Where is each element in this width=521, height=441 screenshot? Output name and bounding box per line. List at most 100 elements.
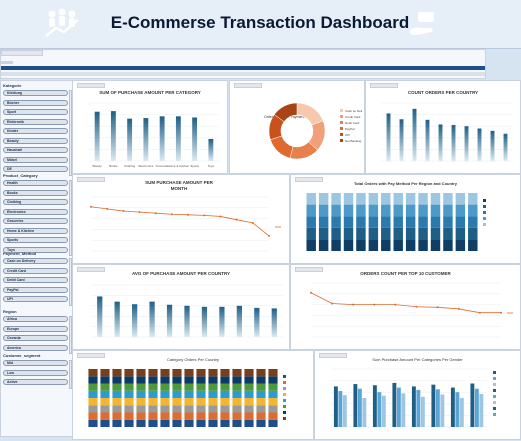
- bar: [412, 108, 417, 161]
- stack-segment: [331, 239, 341, 251]
- data-point: [154, 212, 157, 215]
- stack-segment: [148, 376, 158, 384]
- stack-segment: [124, 376, 134, 384]
- slicer-item-region[interactable]: Africa: [3, 316, 68, 322]
- slicer-item-segment[interactable]: Mid: [3, 360, 68, 366]
- stack-segment: [343, 204, 354, 217]
- stack-segment: [306, 239, 316, 251]
- bar: [236, 305, 242, 337]
- slicer-item-product[interactable]: Clothing: [3, 199, 68, 205]
- donut-chart-payment: Cash on Delivery Credit Card Debit Card Pay…: [268, 102, 362, 160]
- bar-chart-category: Beauty Books Clothing Electronics GroceriesH…: [89, 102, 219, 168]
- stack-segment: [455, 227, 466, 240]
- slicer-item-payment[interactable]: Cash on Delivery: [3, 258, 68, 264]
- bar: [342, 395, 347, 427]
- legend-label: PayPal: [345, 127, 355, 131]
- stack-segment: [220, 405, 230, 413]
- stack-segment: [393, 239, 403, 251]
- data-point: [235, 218, 238, 221]
- bar: [362, 398, 367, 427]
- stack-segment: [356, 227, 366, 240]
- stack-segment: [160, 419, 170, 427]
- stack-segment: [124, 412, 134, 420]
- slicer-item-product[interactable]: Toys: [3, 246, 68, 253]
- clustered-bar-gender: [331, 368, 496, 428]
- legend-swatch: [483, 211, 486, 214]
- panel-sum-by-category: SUM OF PURCHASE AMOUNT PER CATEGORY Beau…: [72, 80, 228, 174]
- bar: [333, 386, 338, 427]
- slicer-item-product[interactable]: Home & Kitchen: [3, 227, 68, 234]
- slicer-item-category[interactable]: Elektronik: [3, 118, 68, 125]
- slicer-item-product[interactable]: Sports: [3, 237, 68, 243]
- slicer-item-category[interactable]: Bücher: [3, 99, 68, 106]
- data-point: [478, 311, 481, 314]
- stack-segment: [160, 369, 170, 377]
- data-point: [170, 213, 173, 216]
- slicer-item-payment[interactable]: UPI: [3, 296, 68, 302]
- slicer-item-region[interactable]: Oceania: [3, 335, 68, 341]
- bar: [132, 304, 138, 337]
- slicer-item-category[interactable]: Haushalt: [3, 147, 68, 153]
- bar: [416, 389, 421, 427]
- bar: [143, 118, 149, 161]
- stack-segment: [356, 239, 366, 251]
- timeline-slicer[interactable]: [0, 49, 486, 79]
- stack-segment: [468, 216, 478, 228]
- slicer-scrollbar[interactable]: [69, 258, 72, 306]
- stack-segment: [136, 412, 146, 420]
- slicer-item-region[interactable]: America: [3, 344, 68, 351]
- slicer-item-product[interactable]: Groceries: [3, 218, 68, 224]
- stack-segment: [172, 376, 182, 384]
- slicer-item-product[interactable]: Health: [3, 180, 68, 186]
- stack-segment: [244, 390, 254, 398]
- legend-swatch: [493, 389, 496, 392]
- stack-segment: [184, 412, 194, 420]
- data-point: [500, 311, 502, 314]
- slicer-item-region[interactable]: Europe: [3, 325, 68, 332]
- stack-segment: [160, 390, 170, 398]
- stack-segment: [468, 239, 478, 251]
- stack-segment: [268, 412, 278, 420]
- stack-segment: [468, 193, 478, 205]
- stack-segment: [112, 419, 122, 427]
- slicer-item-payment[interactable]: PayPal: [3, 286, 68, 293]
- stack-segment: [256, 390, 266, 398]
- stack-segment: [172, 405, 182, 413]
- slicer-item-segment[interactable]: Active: [3, 379, 68, 385]
- slicer-item-category[interactable]: DE: [3, 166, 68, 172]
- slicer-scrollbar[interactable]: [69, 90, 72, 176]
- slicer-item-payment[interactable]: Credit Card: [3, 267, 68, 274]
- stack-segment: [136, 376, 146, 384]
- slicer-item-payment[interactable]: Debit Card: [3, 277, 68, 283]
- stack-segment: [368, 204, 379, 217]
- bar: [396, 387, 401, 427]
- slicer-item-segment[interactable]: Low: [3, 369, 68, 376]
- slicer-item-product[interactable]: Books: [3, 189, 68, 196]
- slicer-item-category[interactable]: Beauty: [3, 137, 68, 144]
- chart-title: Total Orders with Pay Method Per Region …: [353, 181, 458, 186]
- legend-swatch: [283, 381, 286, 384]
- stack-segment: [196, 412, 206, 420]
- bar: [110, 111, 116, 161]
- timeline-scrollbar[interactable]: [1, 72, 485, 76]
- slicer-item-product[interactable]: Electronics: [3, 208, 68, 215]
- panel-sum-by-month: SUM PURCHASE AMOUNT PER MONTH: [72, 174, 290, 264]
- data-point: [106, 207, 109, 210]
- slicer-scrollbar[interactable]: [69, 180, 72, 256]
- legend-label: Debit Card: [345, 121, 360, 125]
- slicer-scrollbar[interactable]: [69, 360, 72, 389]
- legend-swatch: [493, 371, 496, 374]
- timeline-track[interactable]: [1, 66, 485, 70]
- stack-segment: [124, 405, 134, 413]
- bar: [431, 384, 436, 427]
- slicer-item-category[interactable]: Kleidung: [3, 90, 68, 96]
- slicer-scrollbar[interactable]: [69, 316, 72, 354]
- slicer-item-category[interactable]: Möbel: [3, 156, 68, 163]
- legend-swatch: [340, 127, 343, 130]
- slicer-item-category[interactable]: Kinder: [3, 128, 68, 134]
- stack-segment: [381, 204, 391, 217]
- stack-segment: [124, 398, 134, 406]
- chart-title: Category Orders Per Country: [166, 357, 220, 362]
- stack-segment: [393, 216, 403, 228]
- slicer-item-category[interactable]: Sport: [3, 109, 68, 115]
